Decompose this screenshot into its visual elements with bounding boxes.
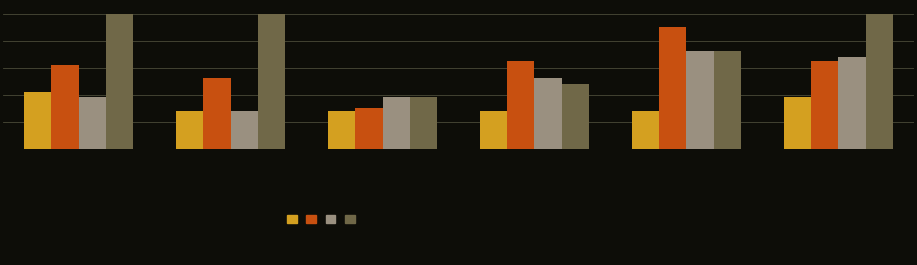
Bar <box>480 111 507 149</box>
Bar <box>204 78 231 149</box>
Bar <box>811 61 838 149</box>
Bar <box>659 27 686 149</box>
Bar <box>24 92 51 149</box>
Bar <box>258 14 285 149</box>
Bar <box>51 65 79 149</box>
Bar <box>535 78 562 149</box>
Bar <box>79 97 106 149</box>
Bar <box>355 108 382 149</box>
Bar <box>713 51 741 149</box>
Bar <box>382 97 410 149</box>
Bar <box>410 97 437 149</box>
Bar <box>632 111 659 149</box>
Bar <box>231 111 258 149</box>
Bar <box>784 97 811 149</box>
Bar <box>866 14 893 149</box>
Bar <box>106 14 133 149</box>
Bar <box>838 57 866 149</box>
Bar <box>328 111 355 149</box>
Bar <box>176 111 204 149</box>
Bar <box>562 84 589 149</box>
Bar <box>507 61 535 149</box>
Bar <box>686 51 713 149</box>
Legend: , , , : , , , <box>282 211 360 228</box>
